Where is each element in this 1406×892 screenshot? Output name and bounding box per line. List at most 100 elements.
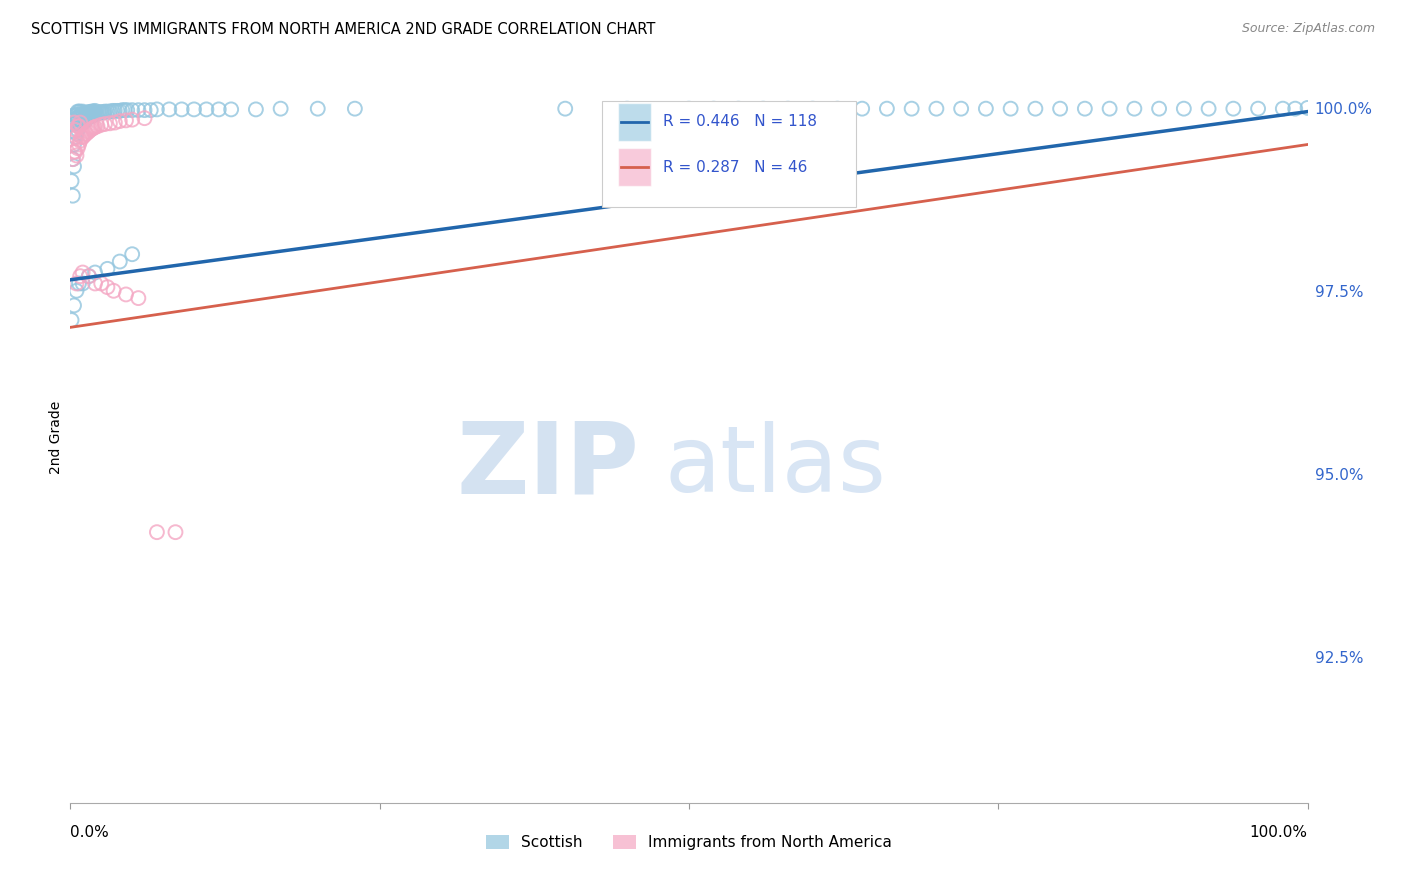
Point xyxy=(84,107,107,121)
Point xyxy=(82,104,104,119)
Point xyxy=(1296,101,1319,115)
Point xyxy=(89,105,111,120)
Point xyxy=(91,105,114,120)
Point xyxy=(1271,102,1294,116)
Point xyxy=(65,123,87,137)
Point xyxy=(87,105,110,120)
Text: atlas: atlas xyxy=(664,421,886,511)
Point xyxy=(90,105,112,120)
Point xyxy=(69,108,91,122)
Point xyxy=(65,127,87,141)
Point xyxy=(105,103,128,118)
Point xyxy=(94,104,117,119)
Point xyxy=(73,128,96,143)
Point xyxy=(108,114,131,128)
Point xyxy=(1173,102,1195,116)
Point xyxy=(98,104,121,119)
Point xyxy=(165,525,187,540)
Point xyxy=(75,128,97,142)
Point xyxy=(62,152,84,166)
Point xyxy=(851,102,873,116)
Point xyxy=(76,105,98,120)
Point xyxy=(72,265,94,279)
Point xyxy=(1098,102,1121,116)
Point xyxy=(60,313,83,327)
Point xyxy=(75,114,97,128)
Point xyxy=(86,119,108,133)
Point xyxy=(69,104,91,119)
Point xyxy=(66,119,89,133)
Point xyxy=(93,105,115,120)
Point xyxy=(82,121,104,136)
Point xyxy=(134,103,156,117)
Point xyxy=(65,108,87,122)
Point xyxy=(703,102,725,116)
Text: Source: ZipAtlas.com: Source: ZipAtlas.com xyxy=(1241,22,1375,36)
Text: R = 0.287   N = 46: R = 0.287 N = 46 xyxy=(664,160,807,175)
Point xyxy=(65,112,87,126)
Point xyxy=(86,106,108,120)
Point xyxy=(77,269,100,284)
Point xyxy=(65,284,87,298)
Point xyxy=(72,130,94,145)
Y-axis label: 2nd Grade: 2nd Grade xyxy=(49,401,63,474)
Point xyxy=(146,103,169,117)
Point xyxy=(72,108,94,122)
Text: ZIP: ZIP xyxy=(457,417,640,515)
Point xyxy=(1247,102,1270,116)
Point xyxy=(84,265,107,279)
Point xyxy=(900,102,922,116)
Point xyxy=(66,141,89,155)
Point xyxy=(104,115,127,129)
Point xyxy=(69,269,91,284)
Point xyxy=(157,103,180,117)
Point xyxy=(70,107,93,121)
Point xyxy=(83,104,105,119)
Point xyxy=(66,104,89,119)
Point xyxy=(1000,102,1022,116)
Point xyxy=(72,277,94,291)
Point xyxy=(67,119,90,133)
Point xyxy=(75,112,97,126)
Point xyxy=(79,110,101,124)
Point xyxy=(801,102,824,116)
Point xyxy=(80,122,103,136)
Point xyxy=(65,148,87,162)
Point xyxy=(83,120,105,135)
Point xyxy=(65,130,87,145)
Point xyxy=(1123,102,1146,116)
Point xyxy=(72,104,94,119)
Point xyxy=(101,103,124,118)
Point xyxy=(84,103,107,118)
Point xyxy=(73,106,96,120)
Point xyxy=(79,123,101,137)
Point xyxy=(67,119,90,133)
Point xyxy=(63,137,86,152)
Point xyxy=(69,134,91,148)
Point xyxy=(65,145,87,159)
Point xyxy=(67,277,90,291)
Point xyxy=(70,130,93,145)
Point xyxy=(60,174,83,188)
Point xyxy=(925,102,948,116)
Point xyxy=(67,110,90,124)
Point xyxy=(62,152,84,166)
Point xyxy=(84,107,107,121)
Point xyxy=(73,112,96,126)
Point xyxy=(616,102,638,116)
Point xyxy=(69,117,91,131)
Point xyxy=(114,103,136,117)
Point xyxy=(1284,102,1306,116)
Point xyxy=(115,103,138,117)
Point xyxy=(63,115,86,129)
Point xyxy=(121,103,143,117)
Point xyxy=(90,277,112,291)
Point xyxy=(1024,102,1046,116)
Point xyxy=(65,277,87,291)
Point xyxy=(63,160,86,174)
Point xyxy=(94,117,117,131)
Point xyxy=(127,103,149,117)
Point xyxy=(1222,102,1244,116)
Point xyxy=(66,112,89,126)
Point xyxy=(75,107,97,121)
